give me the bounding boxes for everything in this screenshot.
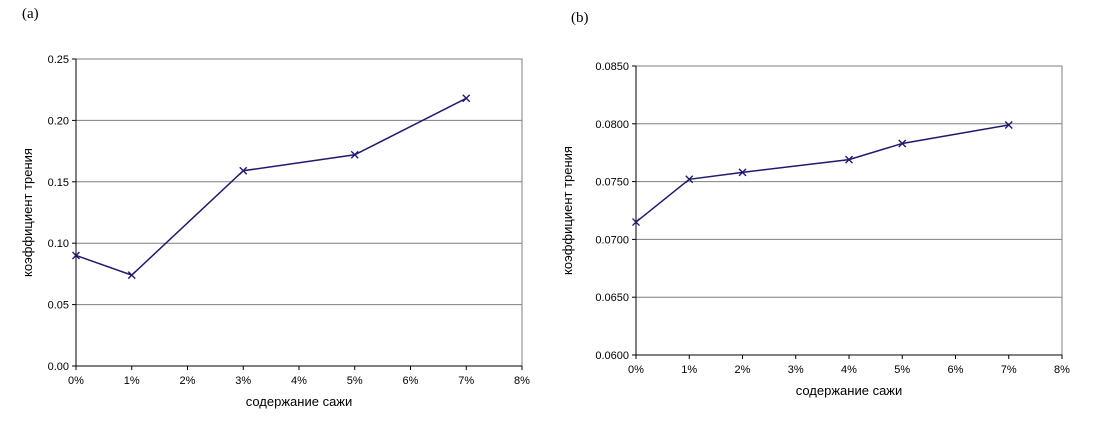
data-point	[898, 139, 907, 148]
series-line	[75, 97, 467, 276]
x-tick-label: 2%	[180, 375, 196, 387]
y-tick-label: 0.0800	[595, 119, 629, 131]
x-tick-label: 6%	[948, 364, 964, 376]
chart-a: 0.00 0.05 0.10 0.15 0.20 0.25 0% 1% 2% 3% 4% 5% 6% 7%…	[20, 54, 530, 409]
y-tick-label: 0.0750	[595, 177, 629, 189]
x-tick-label: 3%	[235, 375, 251, 387]
y-tick-label: 0.00	[48, 361, 69, 373]
data-point	[1004, 120, 1013, 129]
x-axis-title: содержание сажи	[796, 383, 903, 398]
x-tick-label: 7%	[1001, 364, 1017, 376]
plot-frame	[635, 65, 1063, 356]
x-tick-label: 0%	[628, 364, 644, 376]
x-tick-label: 8%	[514, 375, 530, 387]
y-tick-label: 0.15	[48, 177, 69, 189]
data-point	[462, 94, 471, 103]
x-tick-label: 1%	[124, 375, 140, 387]
y-tick-label: 0.0850	[595, 61, 629, 73]
y-axis-title: коэффициент трения	[560, 146, 575, 275]
y-tick-label: 0.0700	[595, 234, 629, 246]
x-tick-label: 5%	[347, 375, 363, 387]
data-point	[685, 175, 694, 184]
y-tick-label: 0.25	[48, 54, 69, 66]
data-point	[738, 168, 747, 177]
x-tick-label: 8%	[1054, 364, 1070, 376]
data-point	[632, 218, 640, 227]
panel-label-a: (a)	[22, 6, 39, 22]
y-tick-label: 0.20	[48, 115, 69, 127]
data-point	[127, 271, 136, 280]
data-point	[845, 155, 853, 164]
x-tick-label: 7%	[458, 375, 474, 387]
y-axis-title: коэффициент трения	[20, 148, 35, 277]
panel-label-b: (b)	[571, 10, 589, 26]
x-tick-label: 6%	[403, 375, 419, 387]
data-point	[72, 251, 80, 260]
x-tick-label: 4%	[841, 364, 857, 376]
plot-frame	[75, 58, 523, 367]
data-point	[239, 166, 248, 175]
x-tick-label: 4%	[291, 375, 307, 387]
x-tick-label: 5%	[894, 364, 910, 376]
y-tick-label: 0.05	[48, 300, 69, 312]
y-tick-label: 0.0650	[595, 292, 629, 304]
y-tick-label: 0.10	[48, 238, 69, 250]
x-tick-label: 2%	[735, 364, 751, 376]
y-tick-label: 0.0600	[595, 350, 629, 362]
data-point	[350, 150, 359, 159]
x-tick-label: 0%	[68, 375, 84, 387]
x-tick-label: 3%	[788, 364, 804, 376]
x-tick-label: 1%	[681, 364, 697, 376]
series-line	[635, 124, 1009, 223]
x-axis-title: содержание сажи	[246, 394, 353, 409]
chart-b: 0.0600 0.0650 0.0700 0.0750 0.0800 0.0850 0% 1%…	[560, 61, 1070, 398]
